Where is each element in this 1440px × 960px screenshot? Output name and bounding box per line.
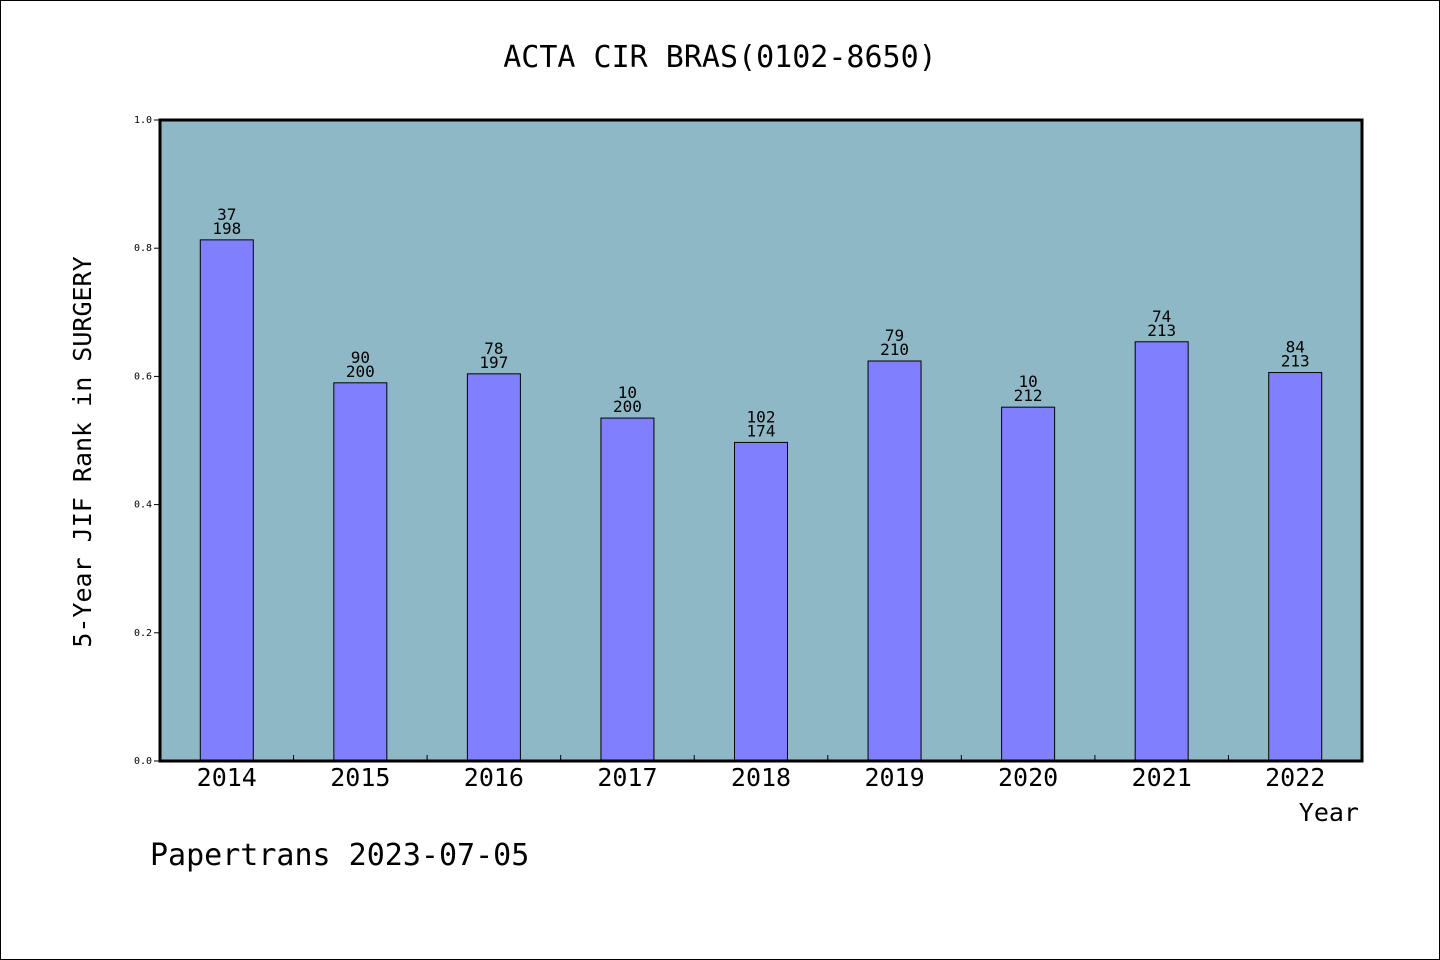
y-tick-label: 0.0 [134, 756, 152, 767]
x-tick-label: 2019 [864, 763, 924, 792]
chart-title: ACTA CIR BRAS(0102-8650) [503, 40, 936, 75]
x-tick-label: 2018 [731, 763, 791, 792]
y-tick-label: 0.2 [134, 628, 152, 639]
x-tick-label: 2022 [1265, 763, 1325, 792]
x-tick-label: 2016 [464, 763, 524, 792]
bar-2022 [1268, 372, 1323, 762]
bar-total-label: 210 [880, 340, 909, 359]
bar-2018 [734, 441, 788, 762]
y-axis-ticks: 0.0 0.2 0.4 0.6 0.8 1.0 [134, 115, 160, 767]
x-tick-label: 2020 [998, 763, 1058, 792]
y-tick-label: 0.8 [134, 243, 152, 254]
plot-area [158, 118, 1364, 763]
bar-rank-label: 10 [618, 383, 637, 402]
x-tick-label: 2014 [197, 763, 257, 792]
bars-group [199, 239, 1323, 762]
x-tick-label: 2021 [1132, 763, 1192, 792]
bar-rank-label: 79 [885, 326, 904, 345]
bar-rank-label: 10 [1018, 372, 1037, 391]
bar-2015 [333, 382, 388, 762]
bar-total-label: 213 [1281, 352, 1310, 371]
bar-total-label: 212 [1014, 386, 1043, 405]
bar-rank-label: 78 [484, 339, 503, 358]
bar-rank-label: 74 [1152, 307, 1171, 326]
bar-2021 [1134, 341, 1189, 762]
x-axis-ticks: 2014 2015 2016 2017 2018 2019 2020 2021 2022 [197, 755, 1325, 792]
bar-labels-group: 3719890200781971020010217479210102127421… [212, 205, 1309, 441]
bar-total-label: 213 [1147, 321, 1176, 340]
x-tick-label: 2015 [330, 763, 390, 792]
x-axis-label: Year [1299, 798, 1359, 827]
y-tick-label: 1.0 [134, 115, 152, 126]
bar-total-label: 197 [479, 353, 508, 372]
y-axis-label: 5-Year JIF Rank in SURGERY [68, 256, 97, 647]
y-tick-label: 0.6 [134, 371, 152, 382]
bar-2014 [199, 239, 254, 762]
bar-rank-label: 84 [1286, 338, 1305, 357]
x-tick-label: 2017 [597, 763, 657, 792]
bar-total-label: 200 [613, 397, 642, 416]
footer-credit: Papertrans 2023-07-05 [150, 838, 529, 873]
bar-rank-label: 37 [217, 205, 236, 224]
bar-rank-label: 102 [747, 407, 776, 426]
bar-2019 [867, 360, 922, 762]
bar-rank-label: 90 [351, 348, 370, 367]
bar-2017 [600, 417, 655, 762]
bar-2016 [466, 373, 521, 762]
bar-2020 [1001, 406, 1056, 762]
bar-total-label: 174 [747, 421, 776, 440]
y-tick-label: 0.4 [134, 500, 152, 511]
bar-total-label: 198 [212, 219, 241, 238]
bar-total-label: 200 [346, 362, 375, 381]
